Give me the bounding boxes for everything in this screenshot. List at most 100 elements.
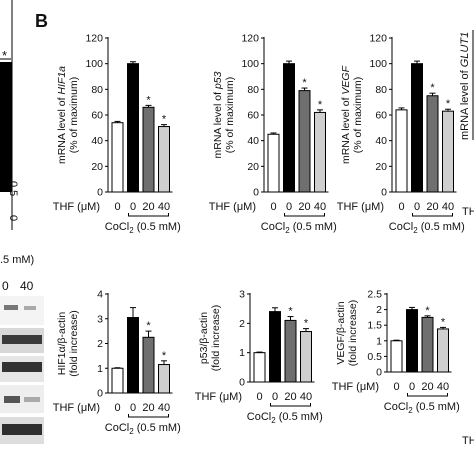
y-axis-label-line2: (% of maximum) <box>224 77 236 153</box>
thf-value: 40 <box>442 201 454 213</box>
y-tick-label: 2 <box>376 304 382 316</box>
bar <box>158 364 170 394</box>
y-tick-label: 2.5 <box>367 289 382 301</box>
blot-band <box>4 396 20 403</box>
blot-band <box>4 305 18 310</box>
bar <box>426 95 439 193</box>
y-tick-label: 0 <box>253 187 259 199</box>
significance-mark: * <box>446 98 451 110</box>
significance-mark: * <box>162 350 167 362</box>
bar <box>406 309 418 373</box>
y-tick-label: 0 <box>239 377 245 389</box>
y-axis-label-line2: (fold increase) <box>347 300 359 367</box>
cocl2-label: CoCl2 (0.5 mM) <box>105 422 181 436</box>
y-tick-label: 40 <box>91 135 103 147</box>
bar <box>269 311 281 383</box>
y-tick-label: 60 <box>247 110 259 122</box>
bar <box>395 109 408 193</box>
y-tick-label: 20 <box>91 161 103 173</box>
significance-mark: * <box>146 320 151 332</box>
clipped-bar <box>0 62 12 192</box>
thf-value: 20 <box>426 201 438 213</box>
y-axis-label-line2: (fold increase) <box>68 310 80 377</box>
thf-value: 20 <box>142 201 154 213</box>
thf-value: 0 <box>398 201 404 213</box>
y-tick-label: 60 <box>91 110 103 122</box>
bar <box>111 122 124 193</box>
blot-band <box>24 397 40 402</box>
y-axis-label: mRNA level of HIF1a <box>56 66 68 164</box>
thf-label: THF (μM) <box>332 381 379 393</box>
thf-value: 20 <box>421 381 433 393</box>
thf-value: 0 <box>272 391 278 403</box>
y-tick-label: 2 <box>239 318 245 330</box>
cocl2-label: CoCl2 (0.5 mM) <box>384 401 460 415</box>
y-tick-label: 4 <box>97 289 103 301</box>
thf-value: 0 <box>393 381 399 393</box>
cocl2-label: CoCl2 (0.5 mM) <box>247 411 323 425</box>
cocl2-bracket <box>412 213 453 217</box>
y-axis-label: HIF1α/β-actin <box>56 312 68 376</box>
chart-hif1a_mrna: 0 20 40 60 80 100 120 * * mRNA level of HIF1a (% o… <box>53 33 181 236</box>
left-clipped-chart: * 0.5 0 <box>0 0 19 230</box>
thf-value: 0 <box>130 402 136 414</box>
y-tick-label: 80 <box>247 84 259 96</box>
significance-mark: * <box>304 318 309 330</box>
thf-value: 40 <box>314 201 326 213</box>
thf-value: 0 <box>286 201 292 213</box>
cocl2-bracket <box>128 213 169 217</box>
thf-value: 0 <box>130 201 136 213</box>
y-tick-label: 120 <box>85 33 103 45</box>
cocl2-label: CoCl2 (0.5 mM) <box>261 221 337 235</box>
y-tick-label: 0.5 <box>367 351 382 363</box>
cocl2-bracket <box>270 403 311 407</box>
chart-hif1a_protein: 0 1 2 3 4 * * HIF1α/β-actin (fold increase) THF (… <box>53 289 181 437</box>
thf-value: 40 <box>158 201 170 213</box>
thf-label: THF (μM) <box>337 201 384 213</box>
bar <box>442 110 454 193</box>
clipped-thf-label-top: TH <box>462 206 474 218</box>
bar <box>267 133 280 193</box>
y-tick-label: 60 <box>375 110 387 122</box>
bar <box>390 340 403 373</box>
clipped-tick-label-0: 0 <box>7 215 19 221</box>
bar <box>298 90 311 193</box>
significance-mark: * <box>430 82 435 94</box>
blot-lane-label-1: 0 <box>2 279 9 293</box>
cocl2-label: CoCl2 (0.5 mM) <box>389 221 465 235</box>
thf-label: THF (μM) <box>195 391 242 403</box>
y-tick-label: 1.5 <box>367 320 382 332</box>
thf-value: 20 <box>284 391 296 403</box>
cocl2-bracket <box>128 414 169 418</box>
clipped-thf-label-bottom: TH <box>462 435 474 447</box>
blot-concentration: .5 mM) <box>0 254 34 266</box>
significance-mark: * <box>288 306 293 318</box>
bar <box>284 319 297 383</box>
y-tick-label: 80 <box>375 84 387 96</box>
cocl2-bracket <box>407 393 448 397</box>
thf-value: 20 <box>142 402 154 414</box>
y-tick-label: 0 <box>97 187 103 199</box>
cocl2-label: CoCl2 (0.5 mM) <box>105 221 181 235</box>
significance-mark: * <box>441 316 446 328</box>
significance-mark: * <box>146 94 151 106</box>
chart-vegf_mrna: 0 20 40 60 80 100 120 * * mRNA level of VEGF (% of… <box>337 33 465 236</box>
bar <box>437 328 449 373</box>
panel-label: B <box>35 11 48 31</box>
thf-value: 0 <box>256 391 262 403</box>
cocl2-bracket <box>284 213 325 217</box>
blot-lane-label-2: 40 <box>20 279 34 293</box>
bar <box>127 317 139 394</box>
clipped-ylabel: mRNA level of GLUT1 <box>459 32 471 140</box>
y-axis-label: mRNA level of VEGF <box>340 65 352 164</box>
blot-band <box>2 362 42 372</box>
y-axis-label-line2: (% of maximum) <box>352 77 364 153</box>
thf-value: 40 <box>158 402 170 414</box>
thf-value: 40 <box>300 391 312 403</box>
significance-mark: * <box>318 99 323 111</box>
bar <box>411 63 423 193</box>
bar <box>283 63 295 193</box>
y-tick-label: 2 <box>97 338 103 350</box>
